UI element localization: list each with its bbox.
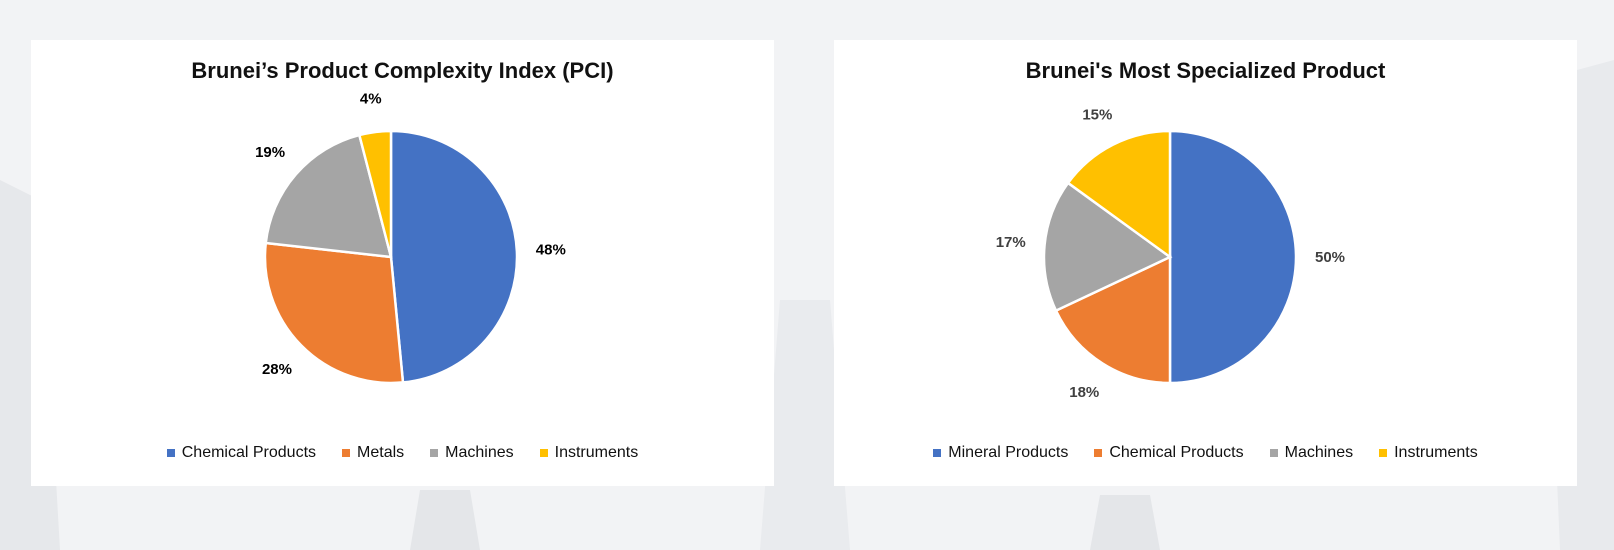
legend-swatch (1379, 449, 1388, 457)
legend-swatch (430, 449, 439, 457)
legend-item: Chemical Products (166, 444, 317, 462)
legend-item: Machines (430, 444, 514, 462)
legend-swatch (539, 449, 548, 457)
legend-label: Instruments (1394, 444, 1478, 461)
pie-chart-pci: 48% 28% 19% 4% (255, 90, 566, 385)
legend-label: Machines (1284, 444, 1354, 461)
pie-slice-instruments (1066, 129, 1172, 260)
legend-swatch (1094, 449, 1103, 457)
data-label: 28% (262, 361, 292, 378)
pie-slice-chemical-products (1054, 255, 1172, 385)
legend-label: Machines (445, 444, 514, 461)
data-label: 50% (1315, 249, 1345, 266)
chart-legend: Chemical Products Metals Machines Instru… (31, 444, 774, 462)
data-label: 17% (996, 234, 1026, 251)
legend-item: Mineral Products (933, 444, 1068, 462)
legend-item: Chemical Products (1094, 444, 1244, 462)
pie-slice-machines (264, 133, 393, 259)
legend-label: Instruments (554, 444, 639, 461)
legend-item: Instruments (1379, 444, 1478, 462)
chart-card-specialized: Brunei's Most Specialized Product 50% 18%… (834, 40, 1577, 486)
legend-item: Instruments (539, 444, 639, 462)
chart-title: Brunei's Most Specialized Product (1025, 58, 1386, 83)
pie-slice-instruments (357, 129, 393, 258)
pie-chart-specialized: 50% 18% 17% 15% (996, 106, 1345, 401)
legend-label: Mineral Products (948, 444, 1069, 461)
pie-slice-metals (263, 241, 405, 385)
data-label: 18% (1069, 384, 1099, 401)
chart-legend: Mineral Products Chemical Products Machi… (834, 444, 1577, 462)
chart-title: Brunei’s Product Complexity Index (PCI) (191, 58, 614, 83)
legend-swatch (933, 449, 942, 457)
data-label: 48% (536, 241, 566, 258)
pie-slice-chemical-products (389, 129, 519, 384)
pie-slice-mineral-products (1168, 129, 1298, 385)
legend-label: Chemical Products (1109, 444, 1244, 461)
legend-item: Machines (1269, 444, 1354, 462)
data-label: 19% (255, 144, 285, 161)
data-label: 4% (360, 90, 382, 107)
pie-slice-machines (1042, 181, 1173, 313)
legend-label: Chemical Products (181, 444, 317, 461)
legend-swatch (1269, 449, 1278, 457)
legend-item: Metals (342, 444, 404, 462)
legend-swatch (342, 449, 351, 457)
legend-label: Metals (357, 444, 405, 461)
legend-swatch (166, 449, 175, 457)
data-label: 15% (1082, 106, 1112, 123)
chart-card-pci: Brunei’s Product Complexity Index (PCI) … (31, 40, 774, 486)
